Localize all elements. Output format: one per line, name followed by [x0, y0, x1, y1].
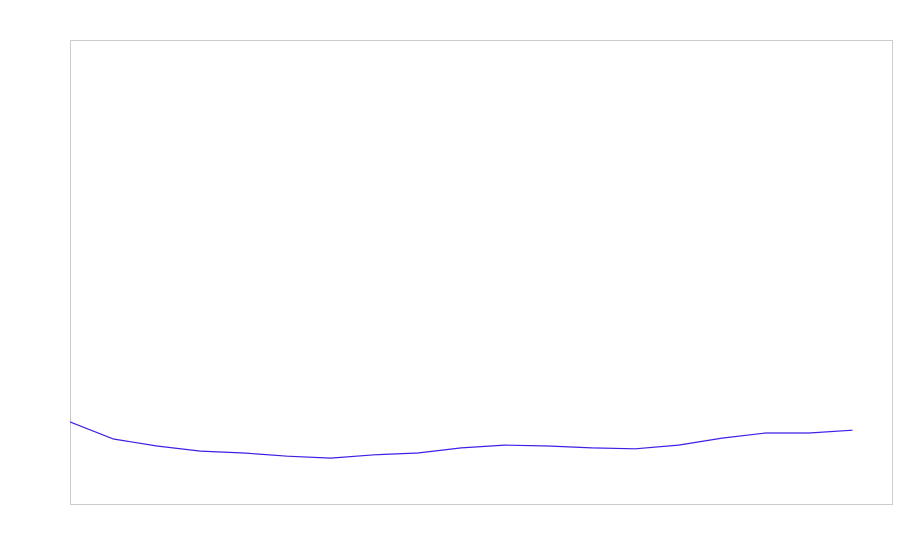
line-series: [69, 421, 853, 459]
plot-frame: [70, 40, 893, 505]
